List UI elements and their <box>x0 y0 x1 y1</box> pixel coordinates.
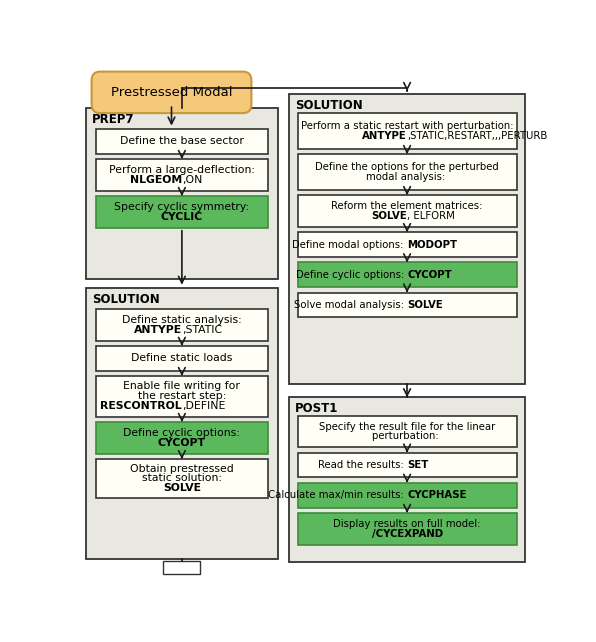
Text: POST1: POST1 <box>295 402 339 415</box>
FancyBboxPatch shape <box>289 94 525 383</box>
FancyBboxPatch shape <box>163 562 200 574</box>
FancyBboxPatch shape <box>96 309 268 340</box>
FancyBboxPatch shape <box>96 459 268 498</box>
Text: Read the results:: Read the results: <box>318 460 407 470</box>
FancyBboxPatch shape <box>96 196 268 228</box>
Text: ANTYPE: ANTYPE <box>134 325 182 334</box>
Text: CYCPHASE: CYCPHASE <box>407 490 467 500</box>
Text: Define static analysis:: Define static analysis: <box>122 315 242 325</box>
FancyBboxPatch shape <box>297 195 517 227</box>
FancyBboxPatch shape <box>86 108 278 279</box>
FancyBboxPatch shape <box>297 263 517 287</box>
Text: static solution:: static solution: <box>142 473 222 483</box>
Text: Display results on full model:: Display results on full model: <box>333 519 481 529</box>
FancyBboxPatch shape <box>297 154 517 190</box>
Text: Reform the element matrices:: Reform the element matrices: <box>331 201 483 211</box>
FancyBboxPatch shape <box>96 159 268 191</box>
Text: Prestressed Modal: Prestressed Modal <box>111 86 232 99</box>
Text: SET: SET <box>407 460 429 470</box>
Text: Define the base sector: Define the base sector <box>120 136 244 146</box>
Text: CYCLIC: CYCLIC <box>161 212 203 222</box>
Text: SOLUTION: SOLUTION <box>92 293 160 306</box>
Text: SOLVE: SOLVE <box>371 211 407 221</box>
Text: Perform a large-deflection:: Perform a large-deflection: <box>109 165 255 175</box>
Text: ,STATIC: ,STATIC <box>182 325 222 334</box>
Text: ,DEFINE: ,DEFINE <box>182 401 225 412</box>
Text: CYCOPT: CYCOPT <box>158 438 206 448</box>
Text: ANTYPE: ANTYPE <box>362 131 407 141</box>
Text: MODOPT: MODOPT <box>407 239 457 250</box>
Text: /CYCEXPAND: /CYCEXPAND <box>371 529 443 539</box>
Text: Define modal options:: Define modal options: <box>293 239 407 250</box>
Text: ,ON: ,ON <box>182 175 202 185</box>
Text: Perform a static restart with perturbation:: Perform a static restart with perturbati… <box>301 121 513 131</box>
Text: SOLUTION: SOLUTION <box>295 100 363 112</box>
Text: CYCOPT: CYCOPT <box>407 270 452 280</box>
FancyBboxPatch shape <box>297 453 517 478</box>
Text: perturbation:: perturbation: <box>372 431 442 442</box>
FancyBboxPatch shape <box>96 376 268 417</box>
Text: Define cyclic options:: Define cyclic options: <box>123 428 240 438</box>
Text: SOLVE: SOLVE <box>407 300 443 310</box>
FancyBboxPatch shape <box>297 232 517 257</box>
Text: modal analysis:: modal analysis: <box>366 172 448 182</box>
Text: , ELFORM: , ELFORM <box>407 211 455 221</box>
Text: RESCONTROL: RESCONTROL <box>100 401 182 412</box>
FancyBboxPatch shape <box>297 513 517 544</box>
FancyBboxPatch shape <box>297 293 517 317</box>
FancyBboxPatch shape <box>289 397 525 562</box>
Text: Specify cyclic symmetry:: Specify cyclic symmetry: <box>114 202 250 212</box>
Text: Specify the result file for the linear: Specify the result file for the linear <box>319 422 495 431</box>
Text: Solve modal analysis:: Solve modal analysis: <box>294 300 407 310</box>
Text: the restart step:: the restart step: <box>138 392 226 401</box>
Text: Define the options for the perturbed: Define the options for the perturbed <box>315 162 499 172</box>
Text: PREP7: PREP7 <box>92 113 135 126</box>
FancyBboxPatch shape <box>297 483 517 508</box>
Text: Calculate max/min results:: Calculate max/min results: <box>268 490 407 500</box>
Text: Enable file writing for: Enable file writing for <box>123 381 240 392</box>
FancyBboxPatch shape <box>96 129 268 153</box>
FancyBboxPatch shape <box>96 422 268 454</box>
Text: ,STATIC,RESTART,,,PERTURB: ,STATIC,RESTART,,,PERTURB <box>407 131 548 141</box>
Text: Define cyclic options:: Define cyclic options: <box>296 270 407 280</box>
Text: Define static loads: Define static loads <box>131 353 232 363</box>
FancyBboxPatch shape <box>96 346 268 370</box>
FancyBboxPatch shape <box>297 415 517 447</box>
FancyBboxPatch shape <box>86 288 278 559</box>
FancyBboxPatch shape <box>92 72 252 113</box>
FancyBboxPatch shape <box>297 113 517 149</box>
Text: SOLVE: SOLVE <box>163 483 201 493</box>
Text: NLGEOM: NLGEOM <box>130 175 182 185</box>
Text: Obtain prestressed: Obtain prestressed <box>130 464 234 474</box>
